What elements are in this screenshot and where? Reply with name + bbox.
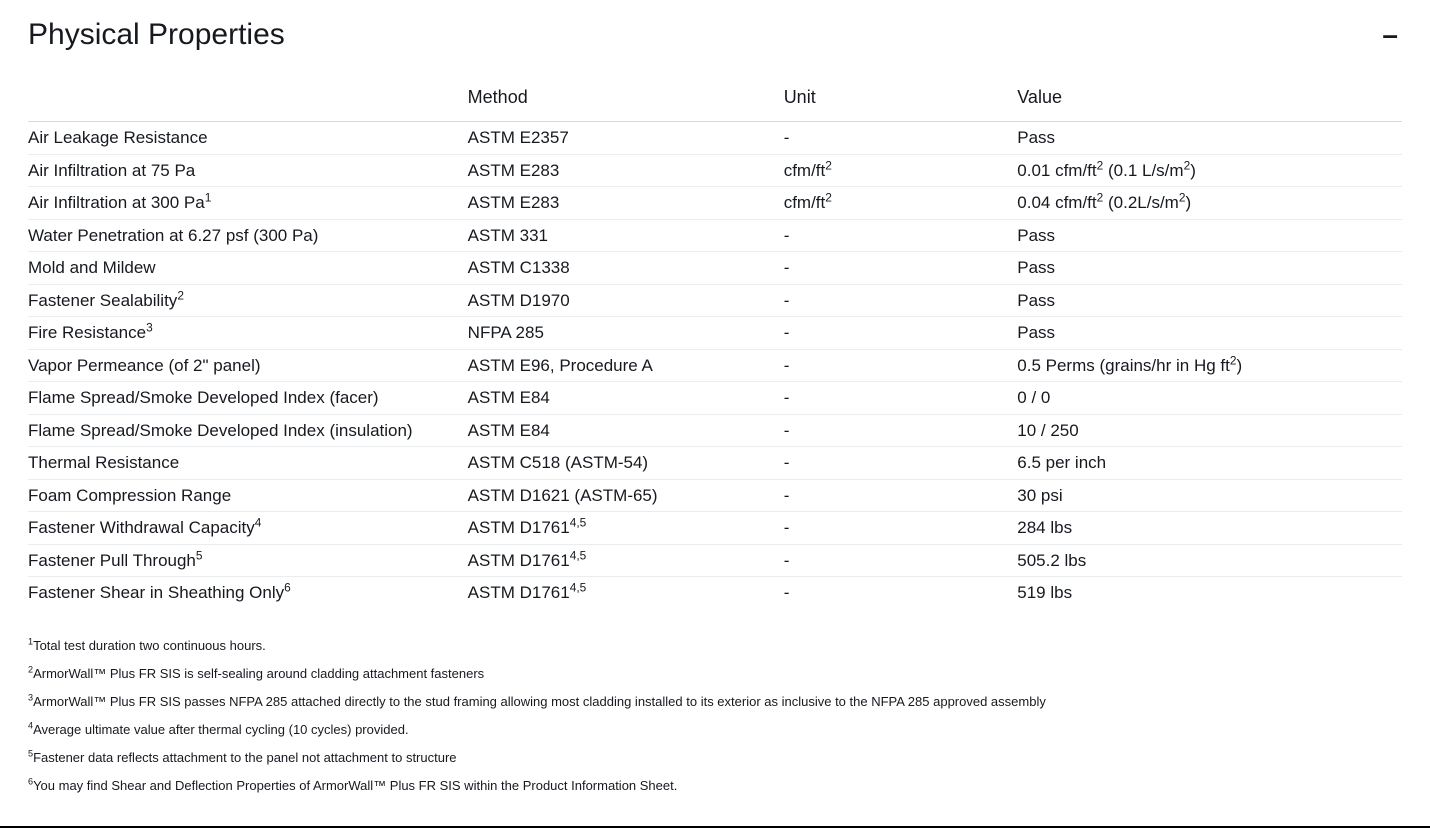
panel-title: Physical Properties: [28, 18, 285, 52]
cell-unit: -: [784, 219, 1018, 252]
cell-value: 0.04 cfm/ft2 (0.2L/s/m2): [1017, 187, 1402, 220]
physical-properties-panel: Physical Properties – Method Unit Value …: [0, 0, 1430, 828]
cell-unit: -: [784, 382, 1018, 415]
cell-property: Air Leakage Resistance: [28, 122, 468, 155]
cell-value: Pass: [1017, 219, 1402, 252]
cell-value: 6.5 per inch: [1017, 447, 1402, 480]
cell-property: Fastener Withdrawal Capacity4: [28, 512, 468, 545]
cell-property: Foam Compression Range: [28, 479, 468, 512]
cell-unit: cfm/ft2: [784, 187, 1018, 220]
table-row: Fastener Shear in Sheathing Only6ASTM D1…: [28, 577, 1402, 609]
cell-method: NFPA 285: [468, 317, 784, 350]
cell-property: Water Penetration at 6.27 psf (300 Pa): [28, 219, 468, 252]
cell-property: Fastener Sealability2: [28, 284, 468, 317]
cell-unit: -: [784, 414, 1018, 447]
cell-value: 30 psi: [1017, 479, 1402, 512]
cell-unit: -: [784, 349, 1018, 382]
cell-value: Pass: [1017, 284, 1402, 317]
cell-property: Flame Spread/Smoke Developed Index (insu…: [28, 414, 468, 447]
cell-method: ASTM C518 (ASTM-54): [468, 447, 784, 480]
cell-value: 505.2 lbs: [1017, 544, 1402, 577]
col-header-property: [28, 76, 468, 122]
table-row: Fastener Pull Through5ASTM D17614,5-505.…: [28, 544, 1402, 577]
cell-value: Pass: [1017, 317, 1402, 350]
col-header-value: Value: [1017, 76, 1402, 122]
footnotes: 1Total test duration two continuous hour…: [28, 637, 1402, 796]
cell-method: ASTM E283: [468, 187, 784, 220]
col-header-unit: Unit: [784, 76, 1018, 122]
cell-value: 284 lbs: [1017, 512, 1402, 545]
cell-value: 519 lbs: [1017, 577, 1402, 609]
cell-value: Pass: [1017, 122, 1402, 155]
cell-method: ASTM E96, Procedure A: [468, 349, 784, 382]
cell-value: 10 / 250: [1017, 414, 1402, 447]
cell-value: 0.01 cfm/ft2 (0.1 L/s/m2): [1017, 154, 1402, 187]
cell-unit: -: [784, 447, 1018, 480]
cell-method: ASTM D1621 (ASTM-65): [468, 479, 784, 512]
table-row: Water Penetration at 6.27 psf (300 Pa)AS…: [28, 219, 1402, 252]
footnote: 3ArmorWall™ Plus FR SIS passes NFPA 285 …: [28, 693, 1402, 711]
cell-method: ASTM C1338: [468, 252, 784, 285]
table-row: Mold and MildewASTM C1338-Pass: [28, 252, 1402, 285]
cell-method: ASTM E84: [468, 382, 784, 415]
table-row: Fastener Withdrawal Capacity4ASTM D17614…: [28, 512, 1402, 545]
cell-unit: -: [784, 122, 1018, 155]
cell-unit: -: [784, 577, 1018, 609]
cell-method: ASTM 331: [468, 219, 784, 252]
table-row: Thermal ResistanceASTM C518 (ASTM-54)-6.…: [28, 447, 1402, 480]
table-row: Flame Spread/Smoke Developed Index (face…: [28, 382, 1402, 415]
cell-property: Air Infiltration at 75 Pa: [28, 154, 468, 187]
table-row: Fire Resistance3NFPA 285-Pass: [28, 317, 1402, 350]
cell-property: Vapor Permeance (of 2" panel): [28, 349, 468, 382]
cell-property: Fastener Pull Through5: [28, 544, 468, 577]
cell-unit: -: [784, 544, 1018, 577]
cell-value: 0 / 0: [1017, 382, 1402, 415]
table-row: Vapor Permeance (of 2" panel)ASTM E96, P…: [28, 349, 1402, 382]
footnote: 4Average ultimate value after thermal cy…: [28, 721, 1402, 739]
collapse-icon[interactable]: –: [1378, 21, 1402, 49]
cell-unit: -: [784, 284, 1018, 317]
cell-unit: cfm/ft2: [784, 154, 1018, 187]
panel-header: Physical Properties –: [28, 18, 1402, 52]
table-row: Foam Compression RangeASTM D1621 (ASTM-6…: [28, 479, 1402, 512]
cell-method: ASTM D17614,5: [468, 512, 784, 545]
cell-method: ASTM E283: [468, 154, 784, 187]
cell-property: Fastener Shear in Sheathing Only6: [28, 577, 468, 609]
table-row: Air Infiltration at 75 PaASTM E283cfm/ft…: [28, 154, 1402, 187]
table-row: Air Infiltration at 300 Pa1ASTM E283cfm/…: [28, 187, 1402, 220]
cell-property: Fire Resistance3: [28, 317, 468, 350]
table-row: Air Leakage ResistanceASTM E2357-Pass: [28, 122, 1402, 155]
table-header-row: Method Unit Value: [28, 76, 1402, 122]
cell-method: ASTM D17614,5: [468, 577, 784, 609]
cell-method: ASTM D1970: [468, 284, 784, 317]
cell-unit: -: [784, 252, 1018, 285]
properties-table: Method Unit Value Air Leakage Resistance…: [28, 76, 1402, 609]
cell-property: Thermal Resistance: [28, 447, 468, 480]
cell-unit: -: [784, 479, 1018, 512]
table-body: Air Leakage ResistanceASTM E2357-PassAir…: [28, 122, 1402, 609]
cell-property: Mold and Mildew: [28, 252, 468, 285]
col-header-method: Method: [468, 76, 784, 122]
footnote: 1Total test duration two continuous hour…: [28, 637, 1402, 655]
footnote: 6You may find Shear and Deflection Prope…: [28, 777, 1402, 795]
footnote: 5Fastener data reflects attachment to th…: [28, 749, 1402, 767]
cell-method: ASTM D17614,5: [468, 544, 784, 577]
cell-method: ASTM E2357: [468, 122, 784, 155]
cell-value: 0.5 Perms (grains/hr in Hg ft2): [1017, 349, 1402, 382]
table-row: Fastener Sealability2ASTM D1970-Pass: [28, 284, 1402, 317]
cell-property: Flame Spread/Smoke Developed Index (face…: [28, 382, 468, 415]
cell-unit: -: [784, 512, 1018, 545]
cell-unit: -: [784, 317, 1018, 350]
table-row: Flame Spread/Smoke Developed Index (insu…: [28, 414, 1402, 447]
cell-value: Pass: [1017, 252, 1402, 285]
footnote: 2ArmorWall™ Plus FR SIS is self-sealing …: [28, 665, 1402, 683]
cell-property: Air Infiltration at 300 Pa1: [28, 187, 468, 220]
cell-method: ASTM E84: [468, 414, 784, 447]
